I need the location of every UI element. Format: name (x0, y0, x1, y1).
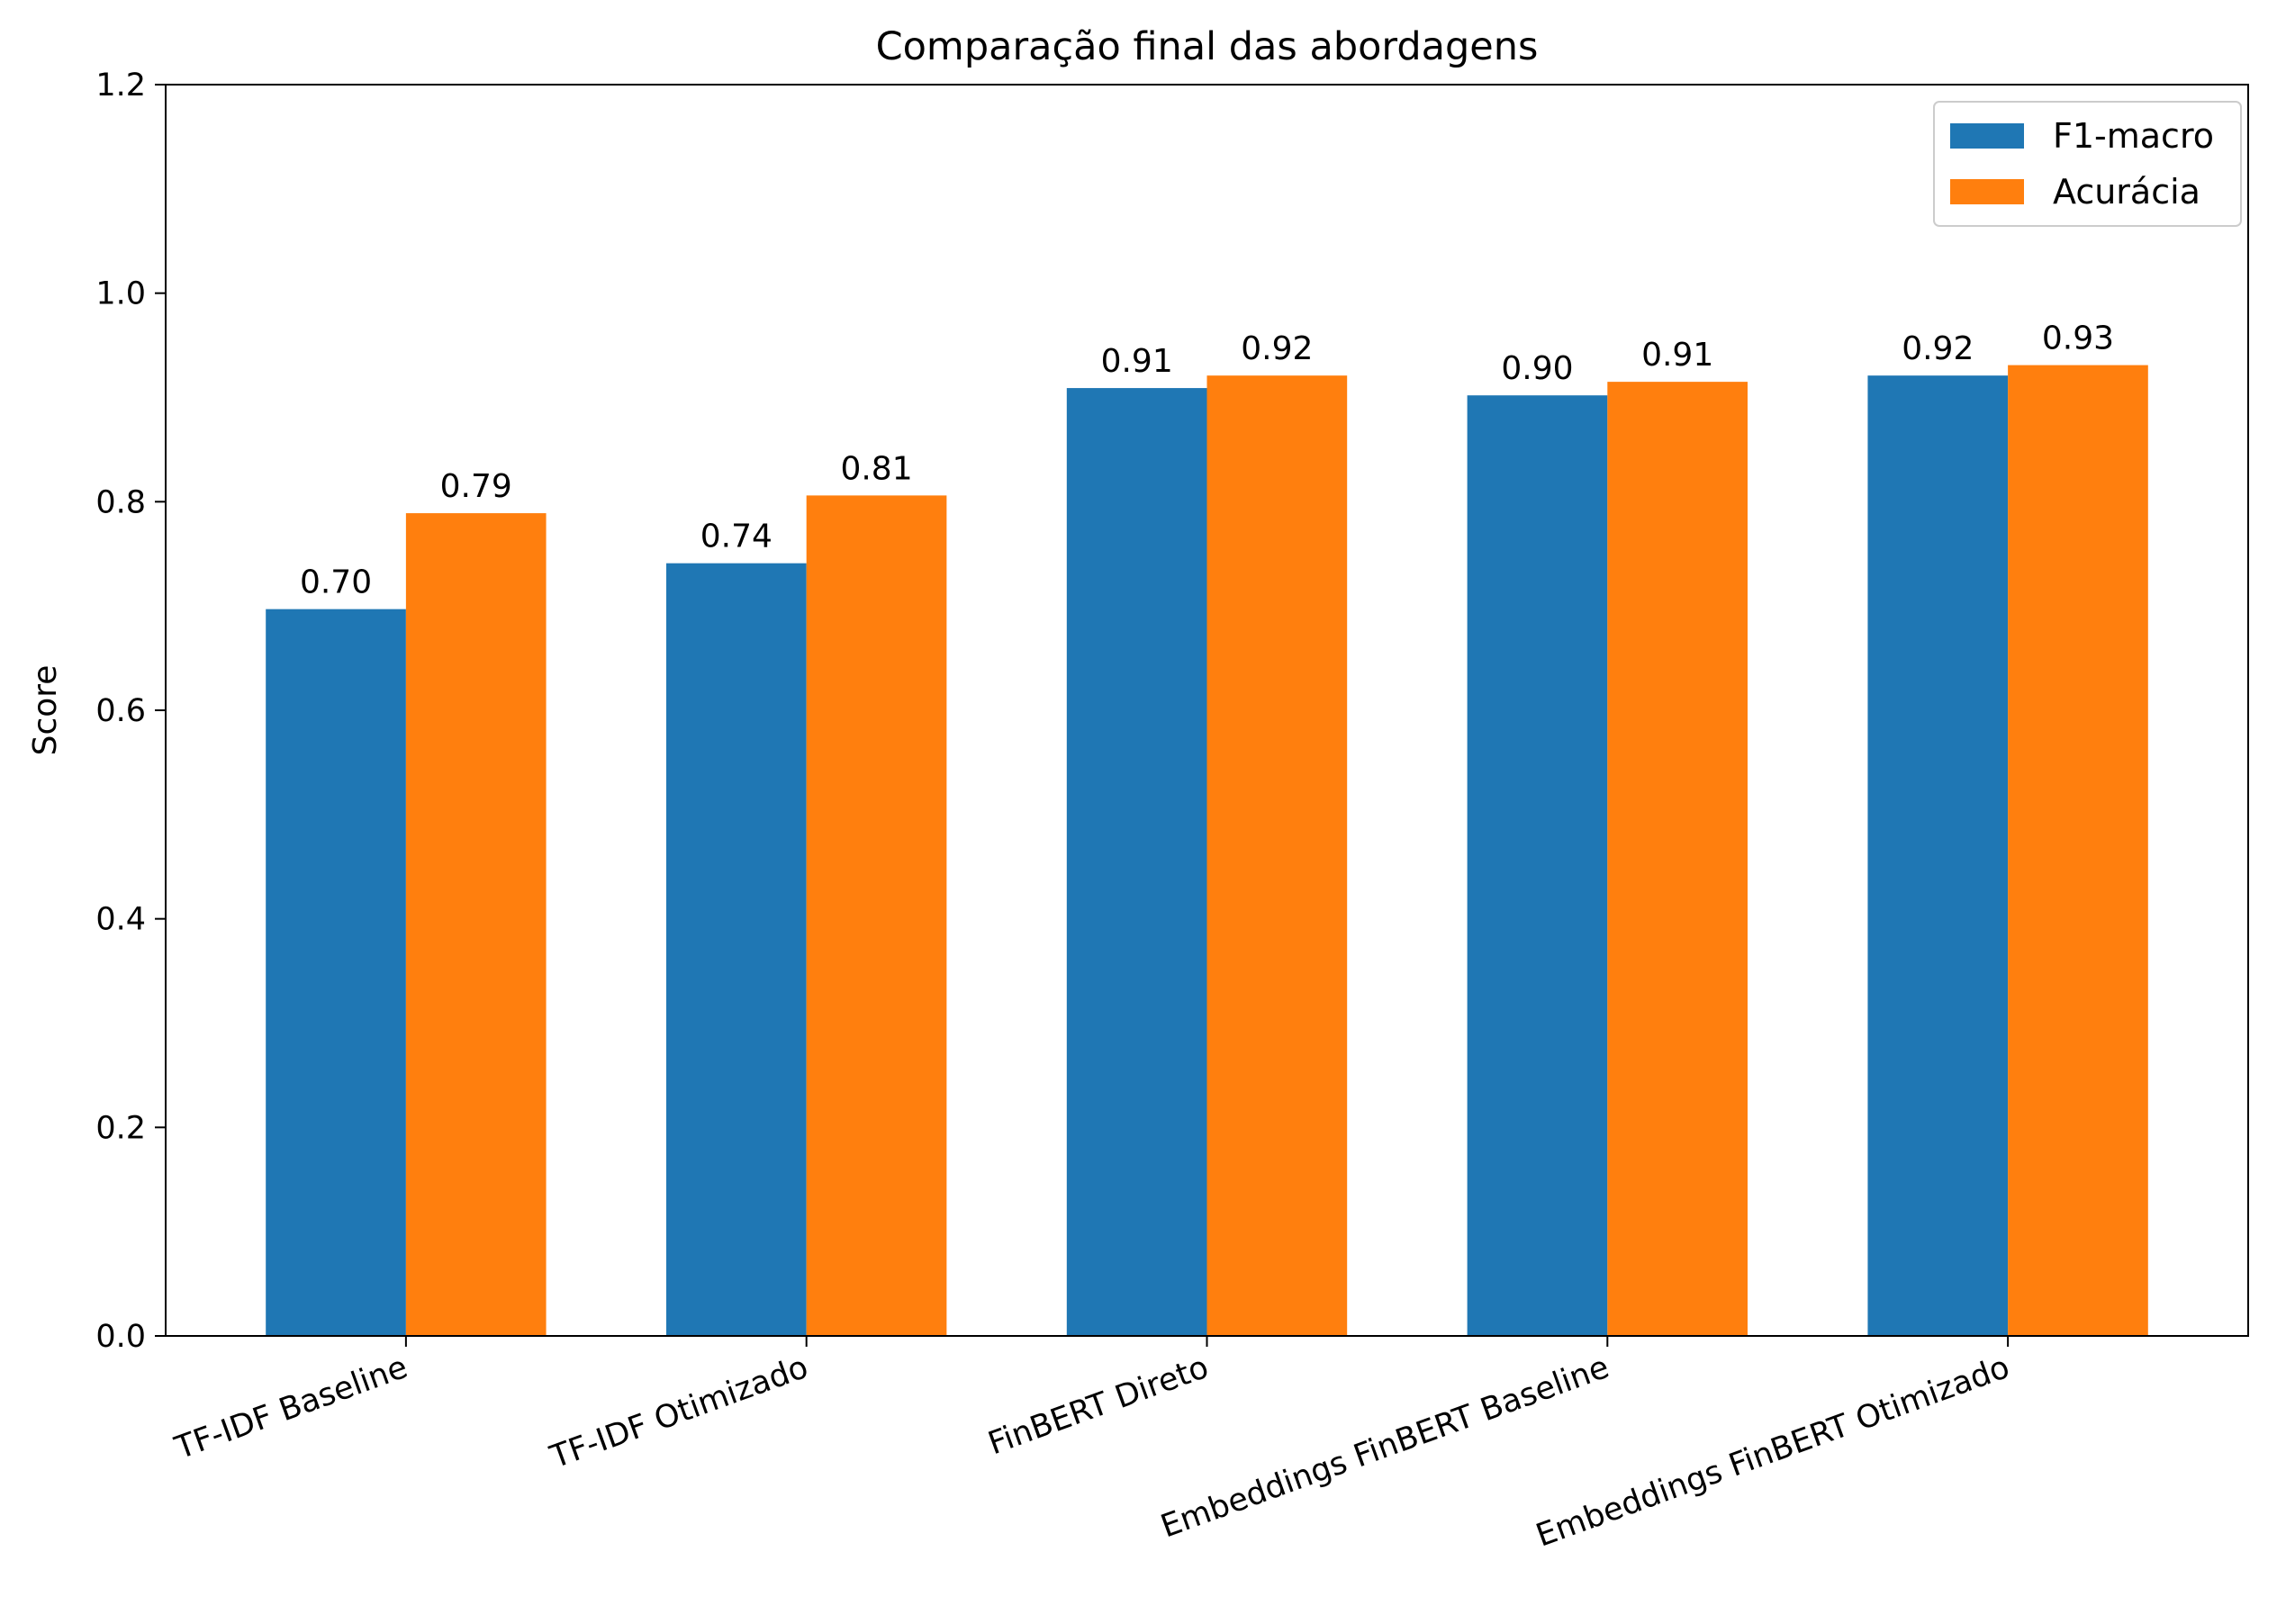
bar-f1-macro-3 (1467, 395, 1608, 1336)
y-tick-label: 0.8 (95, 484, 146, 520)
data-label-f1-macro-2: 0.91 (1101, 343, 1173, 380)
y-tick-label: 0.2 (95, 1110, 146, 1146)
bar-f1-macro-0 (266, 609, 406, 1336)
y-tick-label: 0.4 (95, 902, 146, 938)
bar-acuracia-0 (405, 513, 547, 1336)
y-tick-label: 0.0 (95, 1319, 146, 1355)
y-tick-label: 0.6 (95, 693, 146, 729)
data-label-acuracia-1: 0.81 (840, 450, 912, 487)
data-label-f1-macro-1: 0.74 (700, 519, 773, 555)
bars-layer (266, 365, 2148, 1337)
data-label-acuracia-0: 0.79 (440, 468, 512, 505)
bar-acuracia-1 (806, 495, 947, 1336)
legend-swatch-f1-macro (1950, 123, 2024, 149)
data-label-f1-macro-4: 0.92 (1902, 330, 1974, 367)
plot-frame (165, 84, 2249, 1337)
data-labels-layer: 0.70 0.74 0.91 0.90 0.92 0.79 0.81 0.92 0.91 0.93 (300, 320, 2114, 601)
data-label-f1-macro-0: 0.70 (300, 564, 372, 601)
bar-acuracia-3 (1607, 382, 1748, 1336)
y-tick-label: 1.2 (95, 68, 146, 104)
y-tick-label: 1.0 (95, 276, 146, 312)
bar-f1-macro-2 (1066, 388, 1207, 1337)
data-label-f1-macro-3: 0.90 (1501, 350, 1573, 387)
bar-acuracia-4 (2008, 365, 2148, 1336)
legend-swatch-acuracia (1950, 179, 2024, 204)
legend-label-acuracia: Acurácia (2053, 172, 2200, 212)
bar-acuracia-2 (1206, 375, 1348, 1336)
x-tick-label: FinBERT Direto (984, 1349, 1214, 1462)
legend-label-f1-macro: F1-macro (2053, 116, 2214, 156)
x-tick-label: TF-IDF Baseline (170, 1349, 412, 1467)
chart-title: Comparação final das abordagens (876, 24, 1539, 69)
x-axis: TF-IDF Baseline TF-IDF Otimizado FinBERT D… (170, 1336, 2014, 1555)
data-label-acuracia-3: 0.91 (1641, 337, 1713, 374)
bar-f1-macro-1 (666, 563, 807, 1336)
x-tick-label: TF-IDF Otimizado (545, 1349, 812, 1476)
y-axis-label: Score (27, 665, 64, 756)
bar-f1-macro-4 (1867, 375, 2009, 1336)
data-label-acuracia-2: 0.92 (1241, 330, 1313, 367)
data-label-acuracia-4: 0.93 (2042, 320, 2114, 357)
legend: F1-macro Acurácia (1933, 101, 2242, 227)
y-axis: 0.0 0.2 0.4 0.6 0.8 1.0 1.2 (95, 68, 166, 1355)
